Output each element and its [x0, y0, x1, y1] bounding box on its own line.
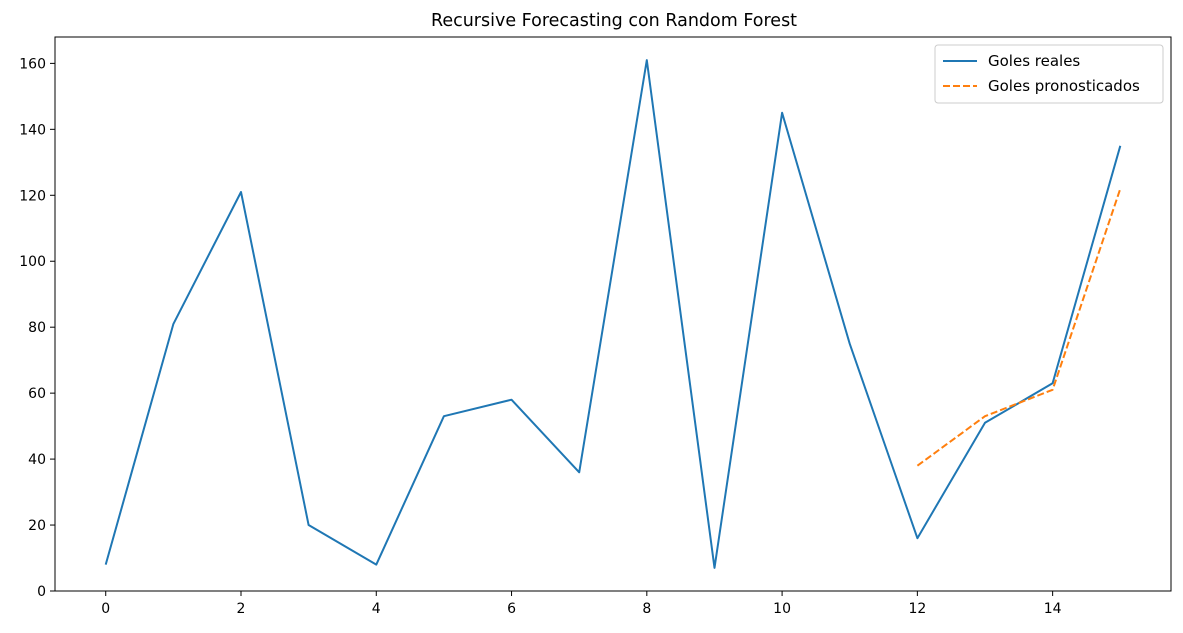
- legend-box: [934, 44, 1164, 104]
- x-tick-label: 6: [507, 601, 516, 617]
- y-tick-label: 80: [28, 320, 46, 336]
- plot-area: 0 2 4 6 8 10 12 14 0 20 40 60 80 100 120 140 160: [19, 36, 1172, 617]
- y-tick-label: 160: [19, 56, 46, 72]
- y-axis: 0 20 40 60 80 100 120 140 160: [19, 56, 55, 600]
- y-tick-label: 120: [19, 188, 46, 204]
- x-tick-label: 2: [237, 601, 246, 617]
- x-tick-label: 14: [1044, 601, 1062, 617]
- series-lines: [104, 59, 1122, 569]
- x-tick-label: 10: [773, 601, 791, 617]
- y-tick-label: 0: [37, 584, 46, 600]
- x-tick-label: 4: [372, 601, 381, 617]
- legend: Goles reales Goles pronosticados: [934, 44, 1164, 104]
- legend-label-goles-pronosticados: Goles pronosticados: [988, 77, 1140, 95]
- y-tick-label: 100: [19, 254, 46, 270]
- y-tick-label: 60: [28, 386, 46, 402]
- x-axis: 0 2 4 6 8 10 12 14: [101, 591, 1062, 617]
- y-tick-label: 20: [28, 518, 46, 534]
- series-line-goles-reales: [104, 59, 1122, 569]
- axes-frame: [54, 36, 1172, 592]
- legend-label-goles-reales: Goles reales: [988, 52, 1080, 70]
- y-tick-label: 140: [19, 122, 46, 138]
- x-tick-label: 0: [101, 601, 110, 617]
- y-tick-label: 40: [28, 452, 46, 468]
- x-tick-label: 12: [908, 601, 926, 617]
- chart-title: Recursive Forecasting con Random Forest: [431, 11, 797, 31]
- x-tick-label: 8: [642, 601, 651, 617]
- series-line-goles-pronosticados: [916, 188, 1122, 467]
